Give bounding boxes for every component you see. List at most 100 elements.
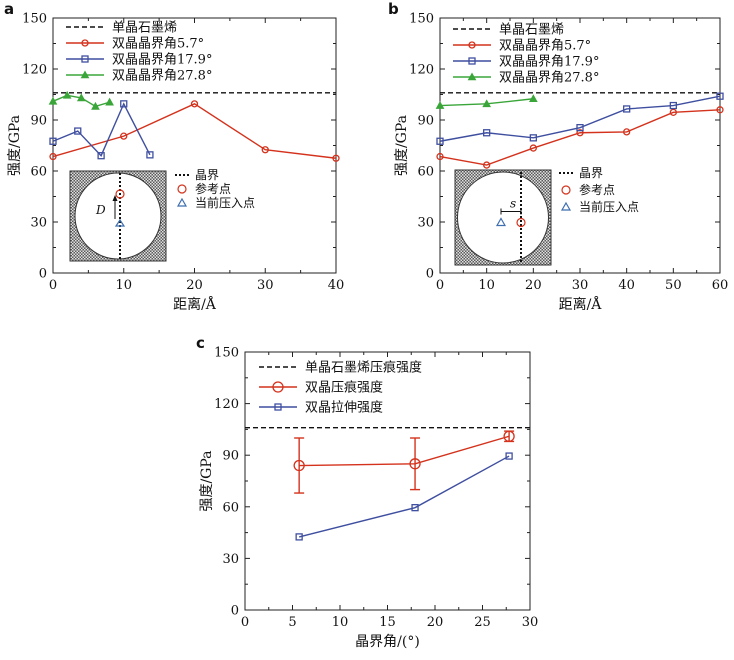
y-tick-label: 150	[22, 12, 47, 27]
legend-marker	[272, 381, 284, 393]
legend-marker	[81, 39, 89, 47]
data-point	[716, 92, 724, 100]
distance-symbol: D	[95, 203, 106, 217]
series-square	[295, 452, 513, 541]
distance-arrowhead	[112, 195, 118, 201]
y-tick-label: 30	[222, 552, 239, 567]
data-point	[332, 154, 340, 162]
inset-legend-indent-swatch	[176, 197, 188, 207]
data-point	[483, 129, 491, 137]
x-tick-label: 20	[525, 278, 542, 293]
x-axis-title: 距离/Å	[559, 295, 603, 313]
inset-legend-label: 晶界	[195, 168, 219, 182]
legend-label: 双晶晶界角5.7°	[112, 37, 204, 52]
y-tick-label: 60	[417, 165, 434, 180]
x-tick-label: 60	[712, 278, 729, 293]
y-axis-title: 强度/GPa	[199, 450, 215, 511]
data-point	[91, 101, 100, 110]
legend-label: 双晶压痕强度	[305, 380, 383, 396]
y-tick-label: 150	[214, 346, 239, 361]
data-point	[295, 533, 303, 541]
legend-label: 双晶晶界角17.9°	[112, 53, 212, 68]
series-circle	[293, 430, 515, 494]
legend-marker	[468, 41, 476, 49]
x-tick-label: 50	[665, 278, 682, 293]
data-point	[669, 108, 677, 116]
y-tick-label: 90	[30, 114, 47, 129]
y-tick-label: 0	[39, 267, 47, 282]
series-circle	[49, 100, 340, 162]
x-tick-label: 25	[474, 615, 491, 630]
series-line	[439, 95, 721, 142]
legend-marker	[274, 403, 282, 411]
y-axis-title: 强度/GPa	[394, 115, 410, 176]
x-tick-label: 5	[288, 615, 296, 630]
legend-label: 单晶石墨烯	[112, 21, 177, 36]
indent-point-marker	[495, 217, 507, 227]
series-triangle	[435, 94, 538, 109]
inset-legend-label: 当前压入点	[195, 195, 255, 210]
data-point	[97, 152, 105, 160]
reference-point-marker	[115, 189, 125, 199]
y-tick-label: 60	[222, 500, 239, 515]
indent-point-marker	[114, 218, 126, 227]
data-point	[623, 105, 631, 113]
legend-marker	[80, 70, 90, 79]
data-point	[120, 100, 128, 108]
series-line	[52, 103, 337, 159]
series-line	[299, 435, 510, 467]
x-axis-title: 晶界角/(°)	[355, 634, 420, 650]
series-line	[298, 455, 510, 538]
x-tick-label: 20	[186, 278, 203, 293]
data-point	[436, 137, 444, 145]
data-point	[503, 430, 515, 442]
data-point	[529, 134, 537, 142]
inset-legend-reference-swatch	[177, 184, 187, 194]
chart-panel-c: c 0 30 60 90 120 150 0 5 10 15 20 25 30 晶界角/(°) 强度/GPa 单…	[196, 334, 538, 650]
data-point	[482, 99, 492, 108]
distance-symbol: s	[510, 197, 516, 211]
legend-label: 双晶拉伸强度	[305, 400, 383, 416]
inset-legend-label: 参考点	[195, 181, 231, 196]
legend-marker	[81, 55, 89, 63]
data-point	[146, 151, 154, 159]
data-point	[409, 458, 421, 470]
panel-letter: b	[388, 0, 399, 18]
y-tick-label: 120	[22, 63, 47, 78]
series-triangle	[48, 90, 114, 110]
series-circle	[436, 106, 724, 169]
data-point	[623, 128, 631, 136]
data-point	[436, 152, 444, 161]
legend-label: 双晶晶界角27.8°	[499, 71, 599, 86]
x-tick-label: 40	[328, 278, 345, 293]
data-point	[120, 132, 128, 140]
data-point	[576, 129, 584, 137]
x-tick-label: 30	[257, 278, 274, 293]
series-line	[439, 109, 721, 166]
x-tick-label: 10	[478, 278, 495, 293]
x-tick-label: 20	[427, 615, 444, 630]
data-point	[528, 94, 538, 103]
data-point	[261, 146, 269, 154]
y-tick-label: 90	[222, 449, 239, 464]
inset-legend-label: 当前压入点	[579, 199, 639, 214]
data-point	[62, 90, 72, 99]
data-point	[190, 100, 199, 108]
data-point	[669, 101, 677, 110]
x-axis-title: 距离/Å	[173, 295, 217, 313]
x-tick-label: 0	[241, 615, 249, 630]
x-tick-label: 10	[115, 278, 132, 293]
data-point	[105, 97, 114, 106]
inset-legend-label: 晶界	[579, 166, 603, 180]
inset-circle	[74, 172, 162, 260]
y-tick-label: 30	[417, 216, 434, 231]
panel-letter: c	[196, 334, 205, 352]
data-point	[74, 127, 82, 135]
data-point	[505, 452, 513, 460]
y-tick-label: 60	[30, 165, 47, 180]
data-point	[48, 96, 58, 105]
